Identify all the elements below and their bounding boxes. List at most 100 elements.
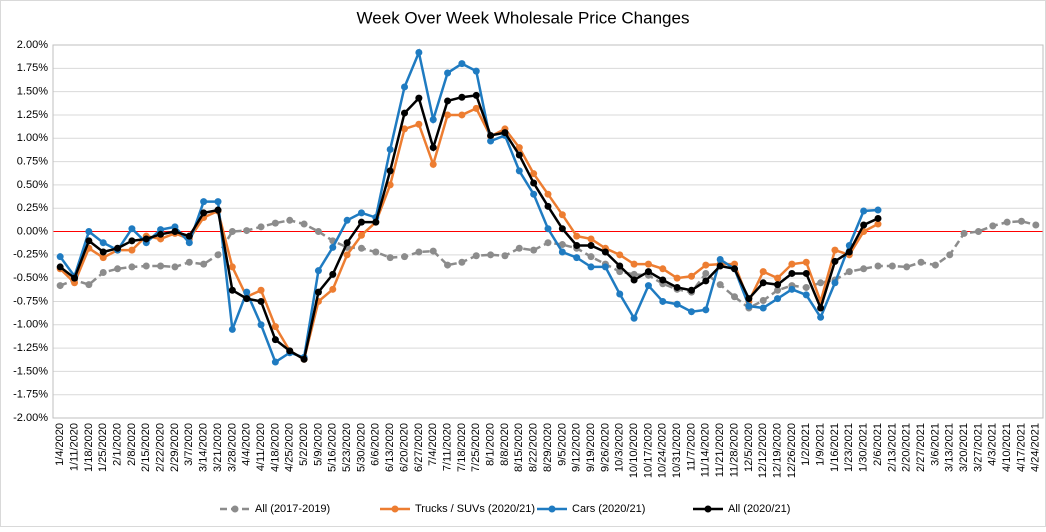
data-point — [243, 295, 251, 303]
y-tick-label: -1.75% — [13, 389, 48, 401]
data-point — [386, 254, 394, 262]
data-point — [128, 263, 136, 271]
data-point — [271, 219, 279, 227]
x-tick-label: 6/27/2020 — [413, 423, 425, 472]
data-point — [845, 268, 853, 276]
legend-label: All (2020/21) — [728, 503, 790, 515]
data-point — [831, 279, 839, 287]
data-point — [515, 144, 523, 152]
y-tick-label: 1.25% — [17, 109, 48, 121]
data-point — [630, 314, 638, 322]
data-point — [243, 288, 251, 296]
x-tick-label: 2/27/2021 — [915, 423, 927, 472]
data-point — [343, 251, 351, 259]
x-tick-label: 5/23/2020 — [341, 423, 353, 472]
data-point — [687, 308, 695, 316]
x-tick-label: 1/4/2020 — [54, 423, 66, 466]
x-tick-label: 1/11/2020 — [68, 423, 80, 471]
data-point — [860, 207, 868, 215]
x-tick-label: 7/18/2020 — [456, 423, 468, 472]
data-point — [802, 258, 810, 266]
data-point — [472, 104, 480, 112]
data-point — [444, 97, 452, 105]
x-tick-label: 4/17/2021 — [1015, 423, 1027, 472]
data-point — [544, 239, 552, 247]
legend-marker — [704, 505, 712, 513]
data-point — [759, 304, 767, 312]
x-tick-label: 12/5/2020 — [743, 423, 755, 472]
x-tick-label: 10/3/2020 — [614, 423, 626, 472]
data-point — [99, 254, 107, 262]
data-point — [687, 272, 695, 280]
legend-marker — [391, 505, 399, 513]
data-point — [601, 248, 609, 256]
data-point — [171, 263, 179, 271]
y-tick-label: 2.00% — [17, 39, 48, 51]
data-point — [185, 239, 193, 247]
data-point — [802, 269, 810, 277]
data-point — [228, 263, 236, 271]
data-point — [931, 261, 939, 269]
data-point — [874, 206, 882, 214]
x-tick-label: 5/9/2020 — [312, 423, 324, 466]
data-point — [716, 255, 724, 263]
x-tick-label: 8/8/2020 — [499, 423, 511, 466]
data-point — [774, 274, 782, 282]
data-point — [386, 145, 394, 153]
data-point — [515, 244, 523, 252]
data-point — [458, 93, 466, 101]
data-point — [745, 302, 753, 310]
data-point — [257, 223, 265, 231]
data-point — [601, 263, 609, 271]
x-tick-label: 9/19/2020 — [585, 423, 597, 472]
y-tick-label: -0.25% — [13, 249, 48, 261]
data-point — [401, 125, 409, 133]
data-point — [200, 209, 208, 217]
data-point — [530, 246, 538, 254]
data-point — [587, 253, 595, 261]
x-tick-label: 10/17/2020 — [642, 423, 654, 478]
data-point — [185, 258, 193, 266]
y-tick-label: -1.25% — [13, 342, 48, 354]
legend-label: Cars (2020/21) — [572, 503, 645, 515]
data-point — [429, 144, 437, 152]
data-point — [142, 235, 150, 243]
data-point — [644, 268, 652, 276]
data-point — [702, 306, 710, 314]
y-tick-label: 0.25% — [17, 202, 48, 214]
data-point — [817, 304, 825, 312]
data-point — [874, 214, 882, 222]
data-point — [788, 260, 796, 268]
data-point — [415, 94, 423, 102]
x-tick-label: 7/11/2020 — [441, 423, 453, 471]
data-point — [530, 170, 538, 178]
data-point — [759, 279, 767, 287]
y-tick-label: -1.00% — [13, 319, 48, 331]
data-point — [314, 228, 322, 235]
data-point — [788, 285, 796, 293]
x-tick-label: 1/16/2021 — [829, 423, 841, 472]
data-point — [530, 190, 538, 198]
x-tick-label: 11/14/2020 — [700, 423, 712, 477]
x-tick-label: 12/12/2020 — [757, 423, 769, 478]
x-tick-label: 1/2/2021 — [800, 423, 812, 466]
x-tick-label: 8/15/2020 — [513, 423, 525, 472]
data-point — [630, 276, 638, 284]
legend-marker — [548, 505, 556, 513]
x-tick-label: 1/30/2021 — [858, 423, 870, 472]
x-tick-label: 2/20/2021 — [901, 423, 913, 472]
data-point — [874, 220, 882, 228]
data-point — [630, 270, 638, 278]
data-point — [401, 83, 409, 91]
data-point — [630, 260, 638, 268]
y-tick-label: 0.00% — [17, 225, 48, 237]
x-tick-label: 3/6/2021 — [929, 423, 941, 466]
x-tick-label: 8/1/2020 — [485, 423, 497, 466]
x-tick-label: 1/18/2020 — [83, 423, 95, 472]
data-point — [702, 269, 710, 277]
data-point — [530, 179, 538, 187]
x-tick-label: 12/26/2020 — [786, 423, 798, 478]
data-point — [142, 262, 150, 270]
data-point — [401, 253, 409, 261]
